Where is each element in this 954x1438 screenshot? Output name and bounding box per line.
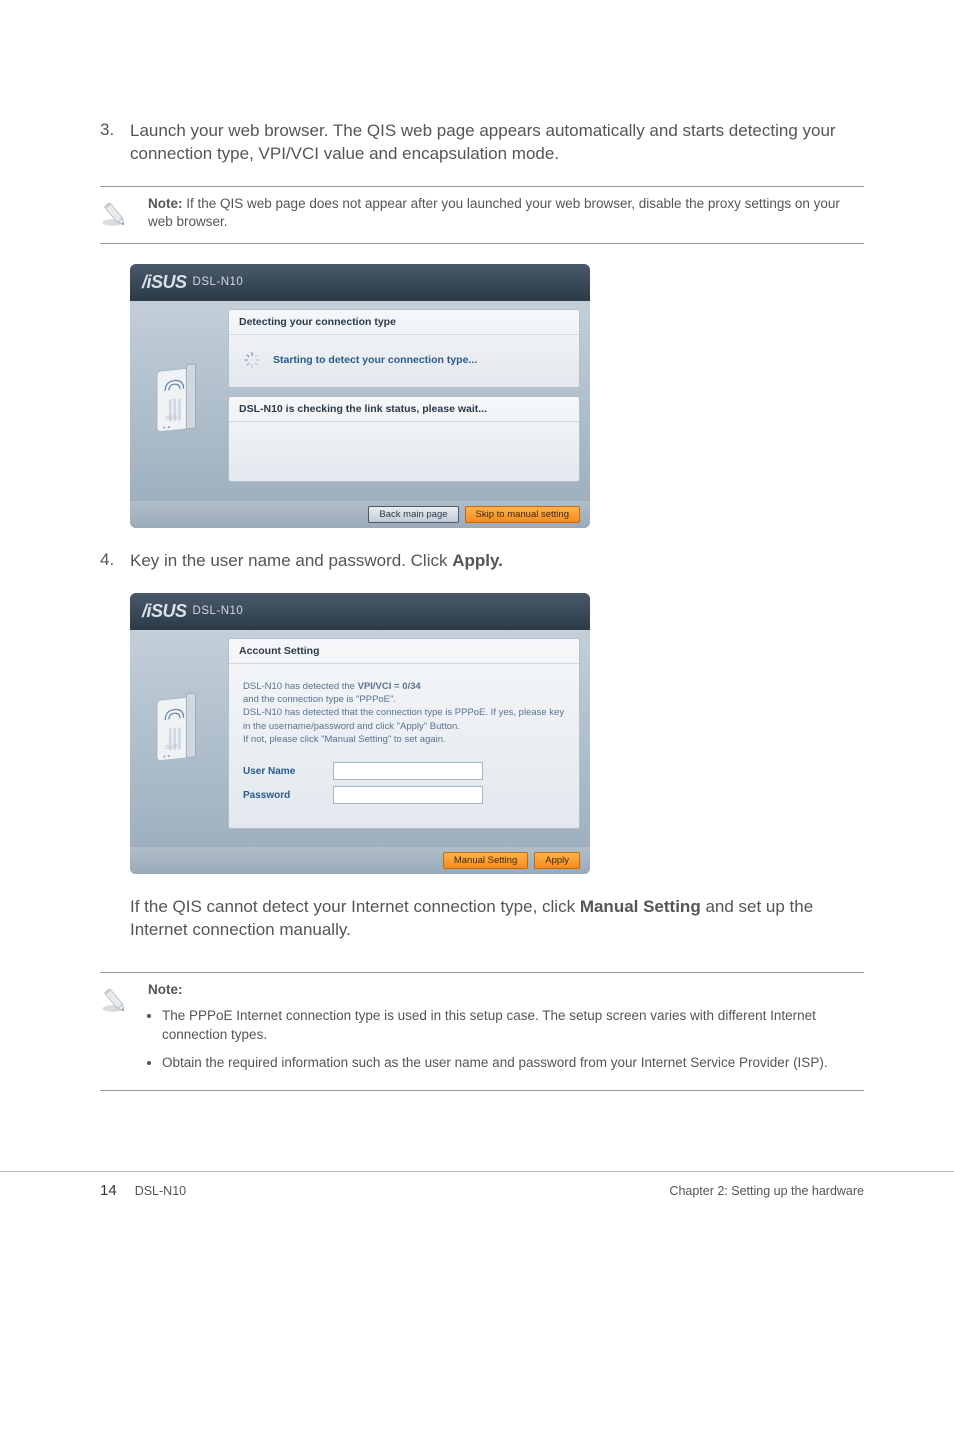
note-2-label: Note:: [148, 982, 183, 997]
pencil-icon: [100, 195, 148, 235]
shot2-panel-title: Account Setting: [229, 639, 579, 664]
note-2-bullet-1: The PPPoE Internet connection type is us…: [162, 1007, 864, 1043]
shot1-panel1-msg: Starting to detect your connection type.…: [273, 354, 477, 366]
router-device-icon: /SUS: [141, 680, 217, 790]
shot2-footer: Manual Setting Apply: [130, 847, 590, 874]
note-1: Note: If the QIS web page does not appea…: [100, 186, 864, 244]
back-main-button[interactable]: Back main page: [368, 506, 458, 523]
step-3: 3. Launch your web browser. The QIS web …: [100, 120, 864, 166]
skip-manual-button[interactable]: Skip to manual setting: [465, 506, 580, 523]
step-4-number: 4.: [100, 550, 130, 573]
shot2-info: DSL-N10 has detected the VPI/VCI = 0/34 …: [243, 680, 565, 746]
note-2-bullet-2: Obtain the required information such as …: [162, 1054, 864, 1072]
page-number: 14: [100, 1182, 117, 1199]
footer-model: DSL-N10: [135, 1184, 186, 1198]
router-device-icon: /SUS: [141, 351, 217, 461]
shot2-model: DSL-N10: [193, 605, 244, 617]
username-input[interactable]: [333, 762, 483, 780]
screenshot-1: /iSUS DSL-N10 /SUS: [130, 264, 590, 528]
shot2-header: /iSUS DSL-N10: [130, 593, 590, 630]
note-2-body: Note: The PPPoE Internet connection type…: [148, 981, 864, 1082]
shot1-footer: Back main page Skip to manual setting: [130, 501, 590, 528]
step-3-number: 3.: [100, 120, 130, 166]
shot1-panel-detect: Detecting your connection type: [228, 309, 580, 388]
note-1-label: Note:: [148, 196, 183, 211]
step-4-text: Key in the user name and password. Click…: [130, 550, 864, 573]
footer-chapter: Chapter 2: Setting up the hardware: [669, 1184, 864, 1198]
username-row: User Name: [243, 762, 565, 780]
shot1-header: /iSUS DSL-N10: [130, 264, 590, 301]
spinner-icon: [243, 351, 261, 369]
post-step4-paragraph: If the QIS cannot detect your Internet c…: [130, 896, 864, 942]
step-4: 4. Key in the user name and password. Cl…: [100, 550, 864, 573]
password-row: Password: [243, 786, 565, 804]
password-input[interactable]: [333, 786, 483, 804]
shot1-panel-link: DSL-N10 is checking the link status, ple…: [228, 396, 580, 482]
pencil-icon: [100, 981, 148, 1021]
shot1-panel2-title: DSL-N10 is checking the link status, ple…: [229, 397, 579, 422]
note-2: Note: The PPPoE Internet connection type…: [100, 972, 864, 1091]
shot2-panel-account: Account Setting DSL-N10 has detected the…: [228, 638, 580, 829]
note-1-text: Note: If the QIS web page does not appea…: [148, 195, 864, 231]
shot1-panel1-title: Detecting your connection type: [229, 310, 579, 335]
password-label: Password: [243, 790, 323, 801]
shot2-sidebar: /SUS: [130, 630, 228, 847]
asus-logo-icon: /iSUS: [142, 601, 187, 622]
username-label: User Name: [243, 766, 323, 777]
page-footer: 14 DSL-N10 Chapter 2: Setting up the har…: [0, 1171, 954, 1219]
shot1-sidebar: /SUS: [130, 301, 228, 501]
step-3-text: Launch your web browser. The QIS web pag…: [130, 120, 864, 166]
shot1-model: DSL-N10: [193, 276, 244, 288]
apply-button[interactable]: Apply: [534, 852, 580, 869]
manual-setting-button[interactable]: Manual Setting: [443, 852, 528, 869]
screenshot-2: /iSUS DSL-N10 /SUS: [130, 593, 590, 874]
asus-logo-icon: /iSUS: [142, 272, 187, 293]
